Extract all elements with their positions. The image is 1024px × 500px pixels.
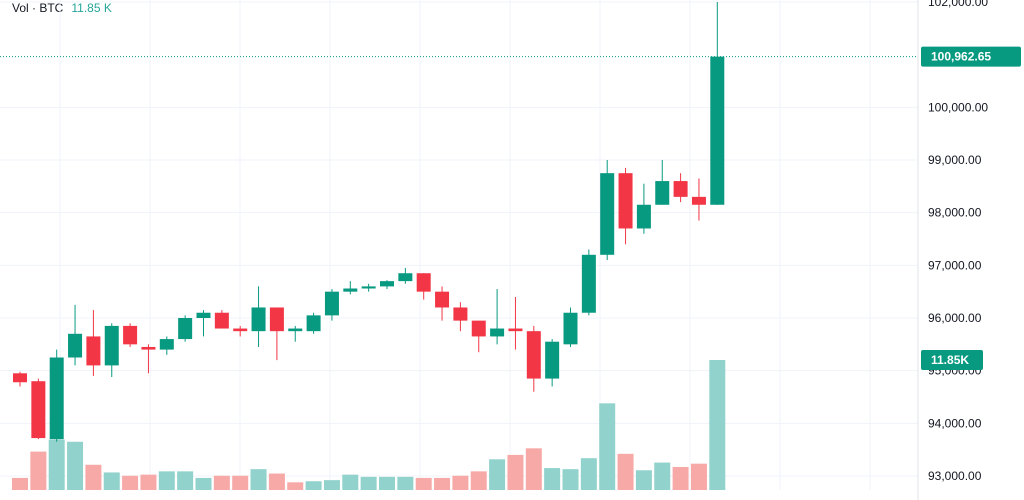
candle-up: [380, 281, 394, 287]
volume-badge-text: 11.85K: [931, 353, 969, 367]
candle-up: [563, 312, 578, 345]
candle-up: [636, 204, 651, 229]
candle-down: [416, 273, 431, 292]
volume-bar: [12, 477, 28, 490]
volume-bar: [672, 466, 689, 490]
candle-down: [471, 320, 486, 337]
volume-bar: [489, 459, 506, 490]
y-tick-label: 102,000.00: [928, 0, 988, 9]
candle-up: [361, 286, 376, 289]
candle-down: [31, 381, 46, 439]
candle-up: [655, 181, 670, 205]
volume-bar: [415, 477, 432, 490]
y-tick-label: 98,000.00: [928, 206, 982, 220]
volume-bar: [635, 470, 652, 490]
volume-bar: [268, 473, 285, 490]
y-tick-label: 93,000.00: [928, 469, 982, 483]
candle-up: [545, 341, 560, 379]
volume-bar: [158, 471, 175, 490]
volume-bar: [305, 481, 322, 490]
candle-down: [691, 196, 706, 205]
candle-down: [453, 307, 468, 321]
volume-bar: [30, 451, 47, 490]
volume-bar: [397, 476, 414, 490]
volume-bar: [342, 474, 359, 490]
volume-bar: [452, 475, 469, 490]
volume-bar: [177, 471, 194, 490]
candle-down: [269, 307, 284, 332]
last-price-badge: [921, 46, 1021, 67]
candle-down: [673, 181, 688, 197]
volume-bar: [617, 453, 634, 490]
candle-down: [435, 291, 450, 308]
candle-up: [581, 254, 596, 313]
candle-down: [86, 336, 101, 366]
volume-bar: [709, 360, 726, 490]
volume-bar: [434, 477, 451, 490]
y-tick-label: 97,000.00: [928, 258, 982, 272]
candle-up: [600, 173, 615, 255]
y-tick-label: 99,000.00: [928, 153, 982, 167]
volume-bar: [213, 475, 230, 490]
candle-up: [490, 328, 505, 337]
candle-down: [508, 328, 523, 332]
volume-bar: [232, 475, 249, 490]
volume-bar: [580, 458, 597, 490]
candle-down: [214, 312, 229, 329]
volume-bar: [525, 448, 542, 490]
volume-bar: [379, 476, 395, 490]
volume-bar: [562, 469, 579, 490]
candle-up: [710, 56, 725, 205]
volume-bar: [122, 475, 139, 490]
candle-down: [233, 328, 248, 332]
candle-up: [68, 333, 83, 358]
last-price-badge-text: 100,962.65: [931, 50, 991, 64]
candle-up: [324, 291, 339, 316]
candle-up: [178, 318, 193, 340]
volume-badge: [921, 350, 983, 370]
volume-bar: [250, 469, 267, 490]
candle-up: [288, 328, 303, 332]
y-tick-label: 96,000.00: [928, 311, 982, 325]
candle-down: [618, 173, 633, 229]
candle-up: [398, 273, 413, 282]
volume-bar: [103, 472, 120, 490]
candle-up: [159, 339, 174, 350]
volume-bar: [48, 439, 65, 490]
candle-down: [13, 373, 27, 383]
candle-up: [196, 312, 211, 318]
candle-down: [141, 346, 156, 350]
volume-legend-label: Vol · BTC: [12, 1, 64, 15]
volume-bar: [85, 464, 102, 490]
volume-bar: [507, 454, 524, 490]
volume-bar: [599, 403, 616, 490]
volume-legend: Vol · BTC 11.85 K: [12, 1, 112, 15]
volume-bar: [140, 474, 157, 490]
volume-bar: [323, 480, 340, 490]
volume-bar: [470, 471, 487, 490]
volume-bar: [360, 476, 377, 490]
y-tick-label: 100,000.00: [928, 100, 988, 114]
volume-legend-value: 11.85 K: [71, 1, 112, 15]
volume-bar: [654, 462, 671, 490]
candle-down: [123, 325, 138, 345]
volume-bar: [67, 441, 84, 490]
candle-up: [251, 307, 266, 332]
candle-down: [526, 331, 541, 379]
volume-bar: [690, 463, 707, 490]
y-tick-label: 94,000.00: [928, 416, 982, 430]
candle-up: [306, 315, 321, 332]
volume-bar: [195, 477, 212, 490]
candle-up: [104, 325, 119, 366]
volume-bar: [544, 468, 561, 490]
volume-bar: [287, 482, 304, 490]
candle-up: [49, 357, 64, 440]
candle-up: [343, 288, 358, 292]
